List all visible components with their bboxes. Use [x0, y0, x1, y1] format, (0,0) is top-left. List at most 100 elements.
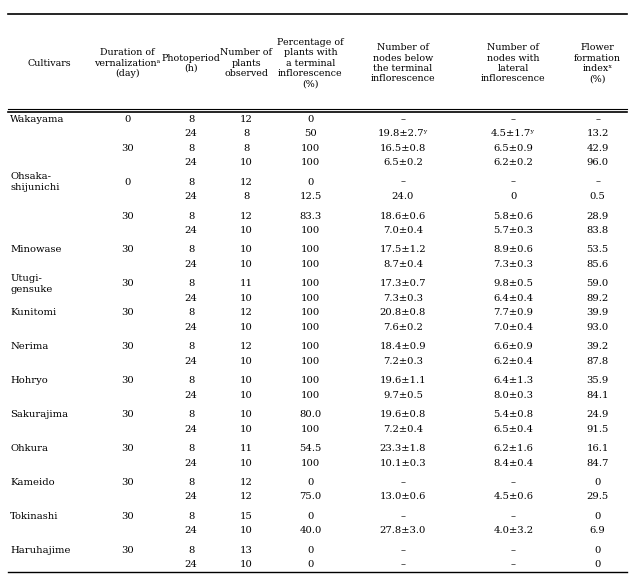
- Text: 8: 8: [188, 115, 195, 124]
- Text: 83.8: 83.8: [587, 226, 609, 235]
- Text: 8: 8: [188, 178, 195, 186]
- Text: 30: 30: [121, 546, 134, 555]
- Text: Hohryo: Hohryo: [10, 376, 48, 385]
- Text: 35.9: 35.9: [587, 376, 609, 385]
- Text: 6.4±0.4: 6.4±0.4: [493, 294, 534, 303]
- Text: 17.5±1.2: 17.5±1.2: [380, 245, 427, 255]
- Text: 30: 30: [121, 478, 134, 487]
- Text: 30: 30: [121, 376, 134, 385]
- Text: 100: 100: [301, 158, 320, 167]
- Text: 9.8±0.5: 9.8±0.5: [493, 280, 534, 288]
- Text: 24.0: 24.0: [392, 192, 414, 201]
- Text: 9.7±0.5: 9.7±0.5: [383, 391, 423, 400]
- Text: 0: 0: [307, 115, 314, 124]
- Text: Nerima: Nerima: [10, 342, 49, 351]
- Text: Duration of
vernalizationᵃ
(day): Duration of vernalizationᵃ (day): [94, 48, 160, 78]
- Text: 0: 0: [307, 512, 314, 521]
- Text: Number of
nodes with
lateral
inflorescence: Number of nodes with lateral inflorescen…: [481, 43, 546, 83]
- Text: 39.2: 39.2: [587, 342, 609, 351]
- Text: 28.9: 28.9: [587, 211, 609, 221]
- Text: 96.0: 96.0: [587, 158, 609, 167]
- Text: 7.2±0.4: 7.2±0.4: [383, 424, 423, 434]
- Text: 100: 100: [301, 391, 320, 400]
- Text: 12: 12: [240, 478, 253, 487]
- Text: 0: 0: [595, 560, 601, 569]
- Text: 100: 100: [301, 308, 320, 317]
- Text: Number of
plants
observed: Number of plants observed: [220, 49, 272, 78]
- Text: 10: 10: [240, 260, 253, 269]
- Text: –: –: [511, 115, 516, 124]
- Text: 93.0: 93.0: [587, 323, 609, 332]
- Text: 24: 24: [185, 459, 198, 467]
- Text: 8.7±0.4: 8.7±0.4: [383, 260, 423, 269]
- Text: –: –: [401, 178, 406, 186]
- Text: Flower
formation
indexˣ
(%): Flower formation indexˣ (%): [574, 43, 621, 83]
- Text: 100: 100: [301, 294, 320, 303]
- Text: 54.5: 54.5: [299, 444, 322, 453]
- Text: 24.9: 24.9: [587, 410, 609, 419]
- Text: Utugi-
gensuke: Utugi- gensuke: [10, 274, 52, 294]
- Text: 6.6±0.9: 6.6±0.9: [493, 342, 533, 351]
- Text: Sakurajima: Sakurajima: [10, 410, 68, 419]
- Text: –: –: [595, 115, 600, 124]
- Text: Haruhajime: Haruhajime: [10, 546, 71, 555]
- Text: 0: 0: [595, 478, 601, 487]
- Text: 0: 0: [307, 178, 314, 186]
- Text: 89.2: 89.2: [587, 294, 609, 303]
- Text: 100: 100: [301, 459, 320, 467]
- Text: 17.3±0.7: 17.3±0.7: [380, 280, 427, 288]
- Text: 8.4±0.4: 8.4±0.4: [493, 459, 534, 467]
- Text: 10: 10: [240, 158, 253, 167]
- Text: 5.7±0.3: 5.7±0.3: [493, 226, 534, 235]
- Text: 10: 10: [240, 459, 253, 467]
- Text: 24: 24: [185, 226, 198, 235]
- Text: Cultivars: Cultivars: [28, 58, 71, 68]
- Text: 12: 12: [240, 493, 253, 501]
- Text: 30: 30: [121, 245, 134, 255]
- Text: 24: 24: [185, 192, 198, 201]
- Text: 10: 10: [240, 294, 253, 303]
- Text: –: –: [511, 478, 516, 487]
- Text: 0.5: 0.5: [590, 192, 605, 201]
- Text: 53.5: 53.5: [587, 245, 609, 255]
- Text: 8: 8: [188, 342, 195, 351]
- Text: 0: 0: [595, 512, 601, 521]
- Text: 24: 24: [185, 560, 198, 569]
- Text: 100: 100: [301, 280, 320, 288]
- Text: 30: 30: [121, 444, 134, 453]
- Text: 12: 12: [240, 308, 253, 317]
- Text: 8: 8: [188, 444, 195, 453]
- Text: 24: 24: [185, 260, 198, 269]
- Text: 100: 100: [301, 357, 320, 366]
- Text: 6.2±0.4: 6.2±0.4: [493, 357, 534, 366]
- Text: 29.5: 29.5: [587, 493, 609, 501]
- Text: Ohkura: Ohkura: [10, 444, 48, 453]
- Text: 24: 24: [185, 493, 198, 501]
- Text: 10: 10: [240, 226, 253, 235]
- Text: –: –: [401, 546, 406, 555]
- Text: 100: 100: [301, 376, 320, 385]
- Text: 0: 0: [307, 546, 314, 555]
- Text: 24: 24: [185, 158, 198, 167]
- Text: 10: 10: [240, 424, 253, 434]
- Text: 24: 24: [185, 323, 198, 332]
- Text: 100: 100: [301, 144, 320, 153]
- Text: 100: 100: [301, 245, 320, 255]
- Text: Kunitomi: Kunitomi: [10, 308, 56, 317]
- Text: 10: 10: [240, 357, 253, 366]
- Text: 40.0: 40.0: [299, 526, 322, 536]
- Text: 13.0±0.6: 13.0±0.6: [380, 493, 426, 501]
- Text: 30: 30: [121, 308, 134, 317]
- Text: 10: 10: [240, 245, 253, 255]
- Text: 8: 8: [188, 376, 195, 385]
- Text: 0: 0: [510, 192, 517, 201]
- Text: 7.6±0.2: 7.6±0.2: [383, 323, 423, 332]
- Text: 5.8±0.6: 5.8±0.6: [493, 211, 533, 221]
- Text: –: –: [401, 512, 406, 521]
- Text: 7.3±0.3: 7.3±0.3: [493, 260, 534, 269]
- Text: 8: 8: [188, 211, 195, 221]
- Text: Number of
nodes below
the terminal
inflorescence: Number of nodes below the terminal inflo…: [370, 43, 435, 83]
- Text: Kameido: Kameido: [10, 478, 55, 487]
- Text: 16.1: 16.1: [587, 444, 609, 453]
- Text: 100: 100: [301, 260, 320, 269]
